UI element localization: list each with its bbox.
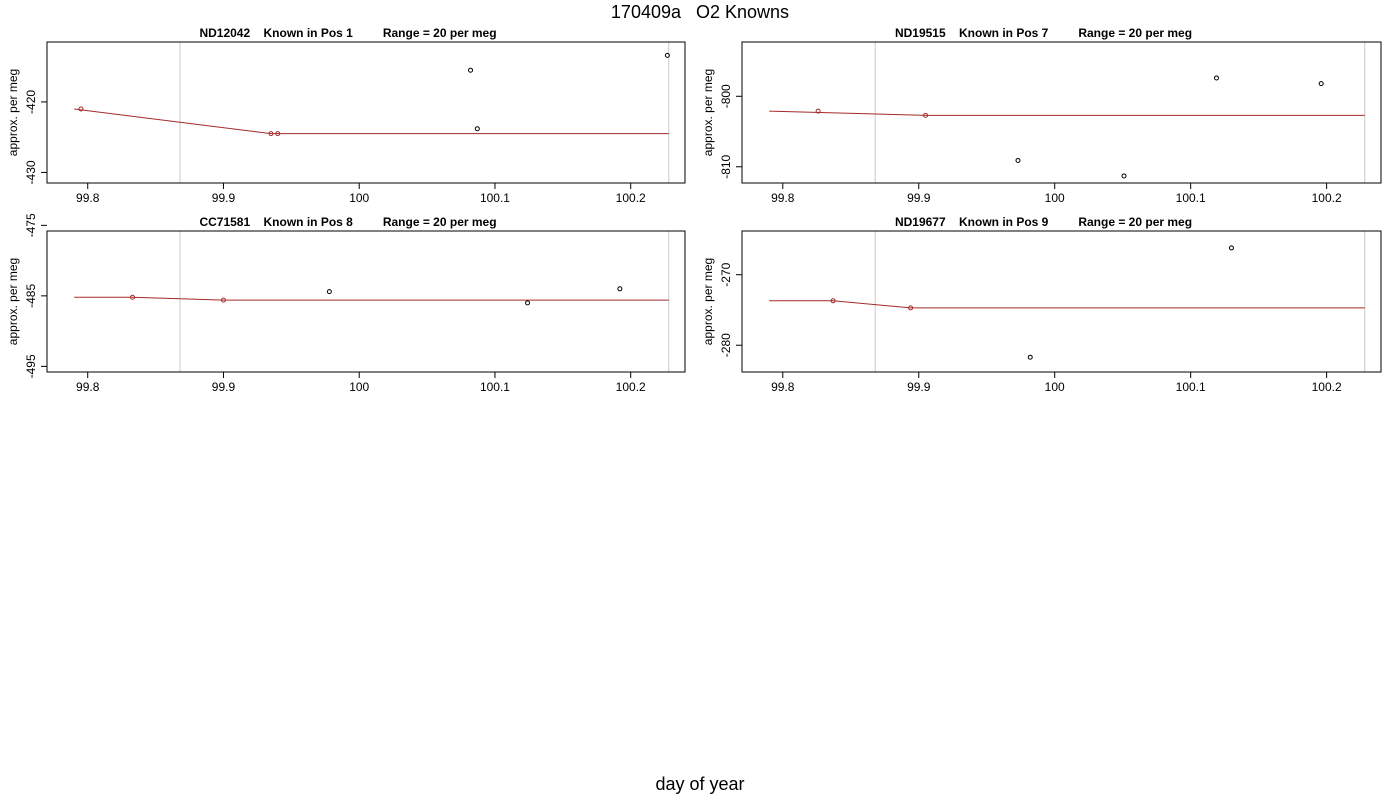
- plot-frame: [741, 230, 1382, 373]
- fit-line: [769, 110, 1365, 116]
- y-axis-label: approx. per meg: [701, 69, 715, 156]
- data-point: [617, 286, 623, 292]
- x-tick-label: 100.1: [480, 380, 510, 394]
- y-tick-label: -485: [24, 284, 38, 308]
- fit-point: [220, 297, 226, 303]
- data-point: [1121, 173, 1127, 179]
- fit-point: [923, 112, 929, 118]
- x-tick-label: 99.8: [771, 380, 795, 394]
- x-tick-label: 100: [349, 191, 369, 205]
- fit-point: [130, 294, 136, 300]
- fit-point: [275, 131, 281, 137]
- y-tick-label: -420: [24, 90, 38, 114]
- x-tick-label: 99.9: [907, 380, 931, 394]
- data-point: [1318, 81, 1324, 87]
- x-tick-label: 100: [1045, 191, 1065, 205]
- data-point: [525, 300, 531, 306]
- data-point: [468, 67, 474, 73]
- panel-title: CC71581 Known in Pos 8 Range = 20 per me…: [199, 215, 496, 229]
- plot-frame: [741, 41, 1382, 184]
- panel-title: ND12042 Known in Pos 1 Range = 20 per me…: [199, 26, 496, 40]
- data-point: [664, 52, 670, 58]
- fit-line: [74, 108, 669, 135]
- fit-point: [268, 131, 274, 137]
- x-tick-label: 100.1: [480, 191, 510, 205]
- fit-point: [908, 305, 914, 311]
- x-tick-label: 99.8: [76, 191, 100, 205]
- data-point: [1027, 354, 1033, 360]
- x-tick-label: 99.9: [212, 191, 236, 205]
- fit-point: [830, 298, 836, 304]
- x-tick-label: 100: [349, 380, 369, 394]
- fit-line: [769, 300, 1365, 309]
- x-tick-label: 100: [1045, 380, 1065, 394]
- panel-title: ND19515 Known in Pos 7 Range = 20 per me…: [895, 26, 1192, 40]
- y-axis-label: approx. per meg: [701, 258, 715, 345]
- data-point: [1213, 75, 1219, 81]
- fit-point: [815, 108, 821, 114]
- data-point: [326, 289, 332, 295]
- x-tick-label: 100.2: [1312, 380, 1342, 394]
- x-tick-label: 99.9: [212, 380, 236, 394]
- chart-title: 170409a O2 Knowns: [610, 2, 790, 22]
- fit-line: [74, 296, 669, 301]
- x-tick-label: 99.9: [907, 191, 931, 205]
- x-tick-label: 100.2: [1312, 191, 1342, 205]
- y-tick-label: -270: [719, 262, 733, 286]
- y-tick-label: -800: [719, 84, 733, 108]
- x-tick-label: 100.2: [616, 191, 646, 205]
- panel-1: ND12042 Known in Pos 1 Range = 20 per me…: [6, 26, 686, 205]
- fit-point: [78, 106, 84, 112]
- y-axis-label: approx. per meg: [6, 258, 20, 345]
- panel-4: ND19677 Known in Pos 9 Range = 20 per me…: [701, 215, 1382, 394]
- data-point: [1015, 157, 1021, 163]
- panel-3: CC71581 Known in Pos 8 Range = 20 per me…: [6, 213, 686, 394]
- y-tick-label: -475: [24, 213, 38, 237]
- y-tick-label: -495: [24, 354, 38, 378]
- x-tick-label: 99.8: [771, 191, 795, 205]
- data-point: [474, 126, 480, 132]
- x-tick-label: 100.1: [1176, 380, 1206, 394]
- plot-frame: [46, 230, 686, 373]
- x-tick-label: 99.8: [76, 380, 100, 394]
- y-tick-label: -810: [719, 154, 733, 178]
- y-tick-label: -430: [24, 160, 38, 184]
- x-axis-title: day of year: [655, 774, 745, 794]
- data-point: [1228, 245, 1234, 251]
- x-tick-label: 100.2: [616, 380, 646, 394]
- panel-2: ND19515 Known in Pos 7 Range = 20 per me…: [701, 26, 1382, 205]
- y-tick-label: -280: [719, 333, 733, 357]
- y-axis-label: approx. per meg: [6, 69, 20, 156]
- x-tick-label: 100.1: [1176, 191, 1206, 205]
- plot-frame: [46, 41, 686, 184]
- panel-title: ND19677 Known in Pos 9 Range = 20 per me…: [895, 215, 1192, 229]
